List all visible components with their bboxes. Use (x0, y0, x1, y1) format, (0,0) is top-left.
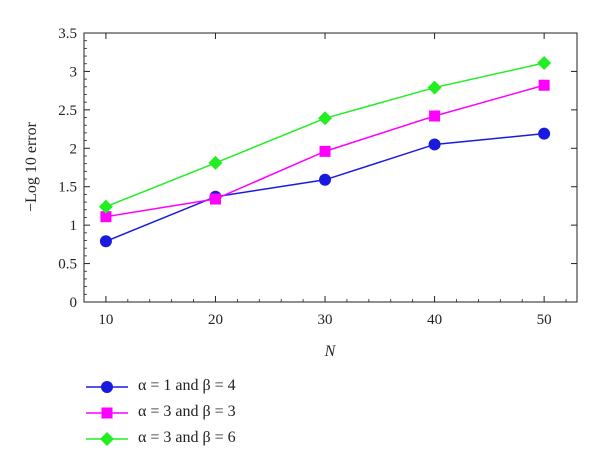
legend-item-2: α = 3 and β = 3 (84, 400, 344, 426)
data-point-series-3 (208, 155, 223, 170)
data-point-series-2 (100, 211, 112, 223)
data-point-series-2 (538, 79, 550, 91)
legend-label: α = 1 and β = 4 (138, 377, 236, 394)
x-tick-label: 30 (318, 312, 333, 328)
data-point-series-3 (318, 111, 333, 126)
x-tick-label: 40 (427, 312, 442, 328)
data-point-series-1 (538, 127, 551, 140)
x-axis-title: N (324, 343, 337, 360)
legend-marker (100, 432, 114, 446)
x-tick-label: 20 (208, 312, 223, 328)
y-tick-label: 2 (70, 141, 78, 157)
y-tick-label: 0.5 (58, 257, 77, 273)
x-tick-label: 50 (537, 312, 552, 328)
y-tick-label: 3 (70, 64, 78, 80)
data-point-series-2 (209, 193, 221, 205)
data-point-series-3 (427, 80, 442, 95)
legend-swatch (86, 381, 128, 393)
line-chart: 0 0.5 1 1.5 2 2.5 3 3.5 10 20 30 40 50 N −Log 10 err… (23, 26, 578, 360)
legend-marker (101, 407, 113, 419)
y-tick-label: 2.5 (58, 103, 77, 119)
legend-marker (101, 381, 113, 393)
legend-swatch (86, 432, 128, 446)
legend-item-3: α = 3 and β = 6 (84, 426, 344, 452)
data-point-series-3 (98, 199, 113, 214)
legend-item-1: α = 1 and β = 4 (84, 374, 344, 400)
y-tick-label: 3.5 (58, 26, 77, 42)
data-point-series-3 (537, 55, 552, 70)
plot-frame (83, 32, 578, 303)
data-point-series-2 (319, 145, 331, 157)
x-tick-label: 10 (98, 312, 113, 328)
y-tick-label: 0 (70, 295, 78, 311)
data-point-series-1 (319, 173, 332, 186)
legend-label: α = 3 and β = 3 (138, 403, 236, 420)
data-point-series-1 (428, 138, 441, 151)
data-point-series-2 (429, 110, 441, 122)
y-tick-label: 1.5 (58, 180, 77, 196)
data-point-series-1 (99, 235, 112, 248)
legend-swatch (86, 407, 128, 419)
legend-label: α = 3 and β = 6 (138, 429, 236, 446)
y-tick-label: 1 (70, 218, 78, 234)
legend: α = 1 and β = 4 α = 3 and β = 3 α = 3 and … (84, 374, 344, 452)
y-axis-title: −Log 10 error (23, 121, 40, 212)
